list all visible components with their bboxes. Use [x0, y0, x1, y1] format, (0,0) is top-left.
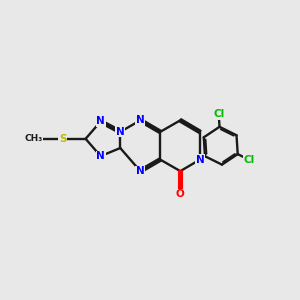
Text: S: S	[59, 134, 66, 144]
Text: O: O	[176, 189, 185, 199]
Text: N: N	[136, 115, 145, 125]
Text: N: N	[196, 154, 204, 165]
Text: Cl: Cl	[244, 155, 255, 165]
Text: N: N	[136, 166, 145, 176]
Text: N: N	[96, 151, 105, 161]
Text: N: N	[96, 116, 105, 127]
Text: CH₃: CH₃	[25, 134, 43, 143]
Text: N: N	[116, 127, 124, 137]
Text: Cl: Cl	[213, 109, 224, 119]
